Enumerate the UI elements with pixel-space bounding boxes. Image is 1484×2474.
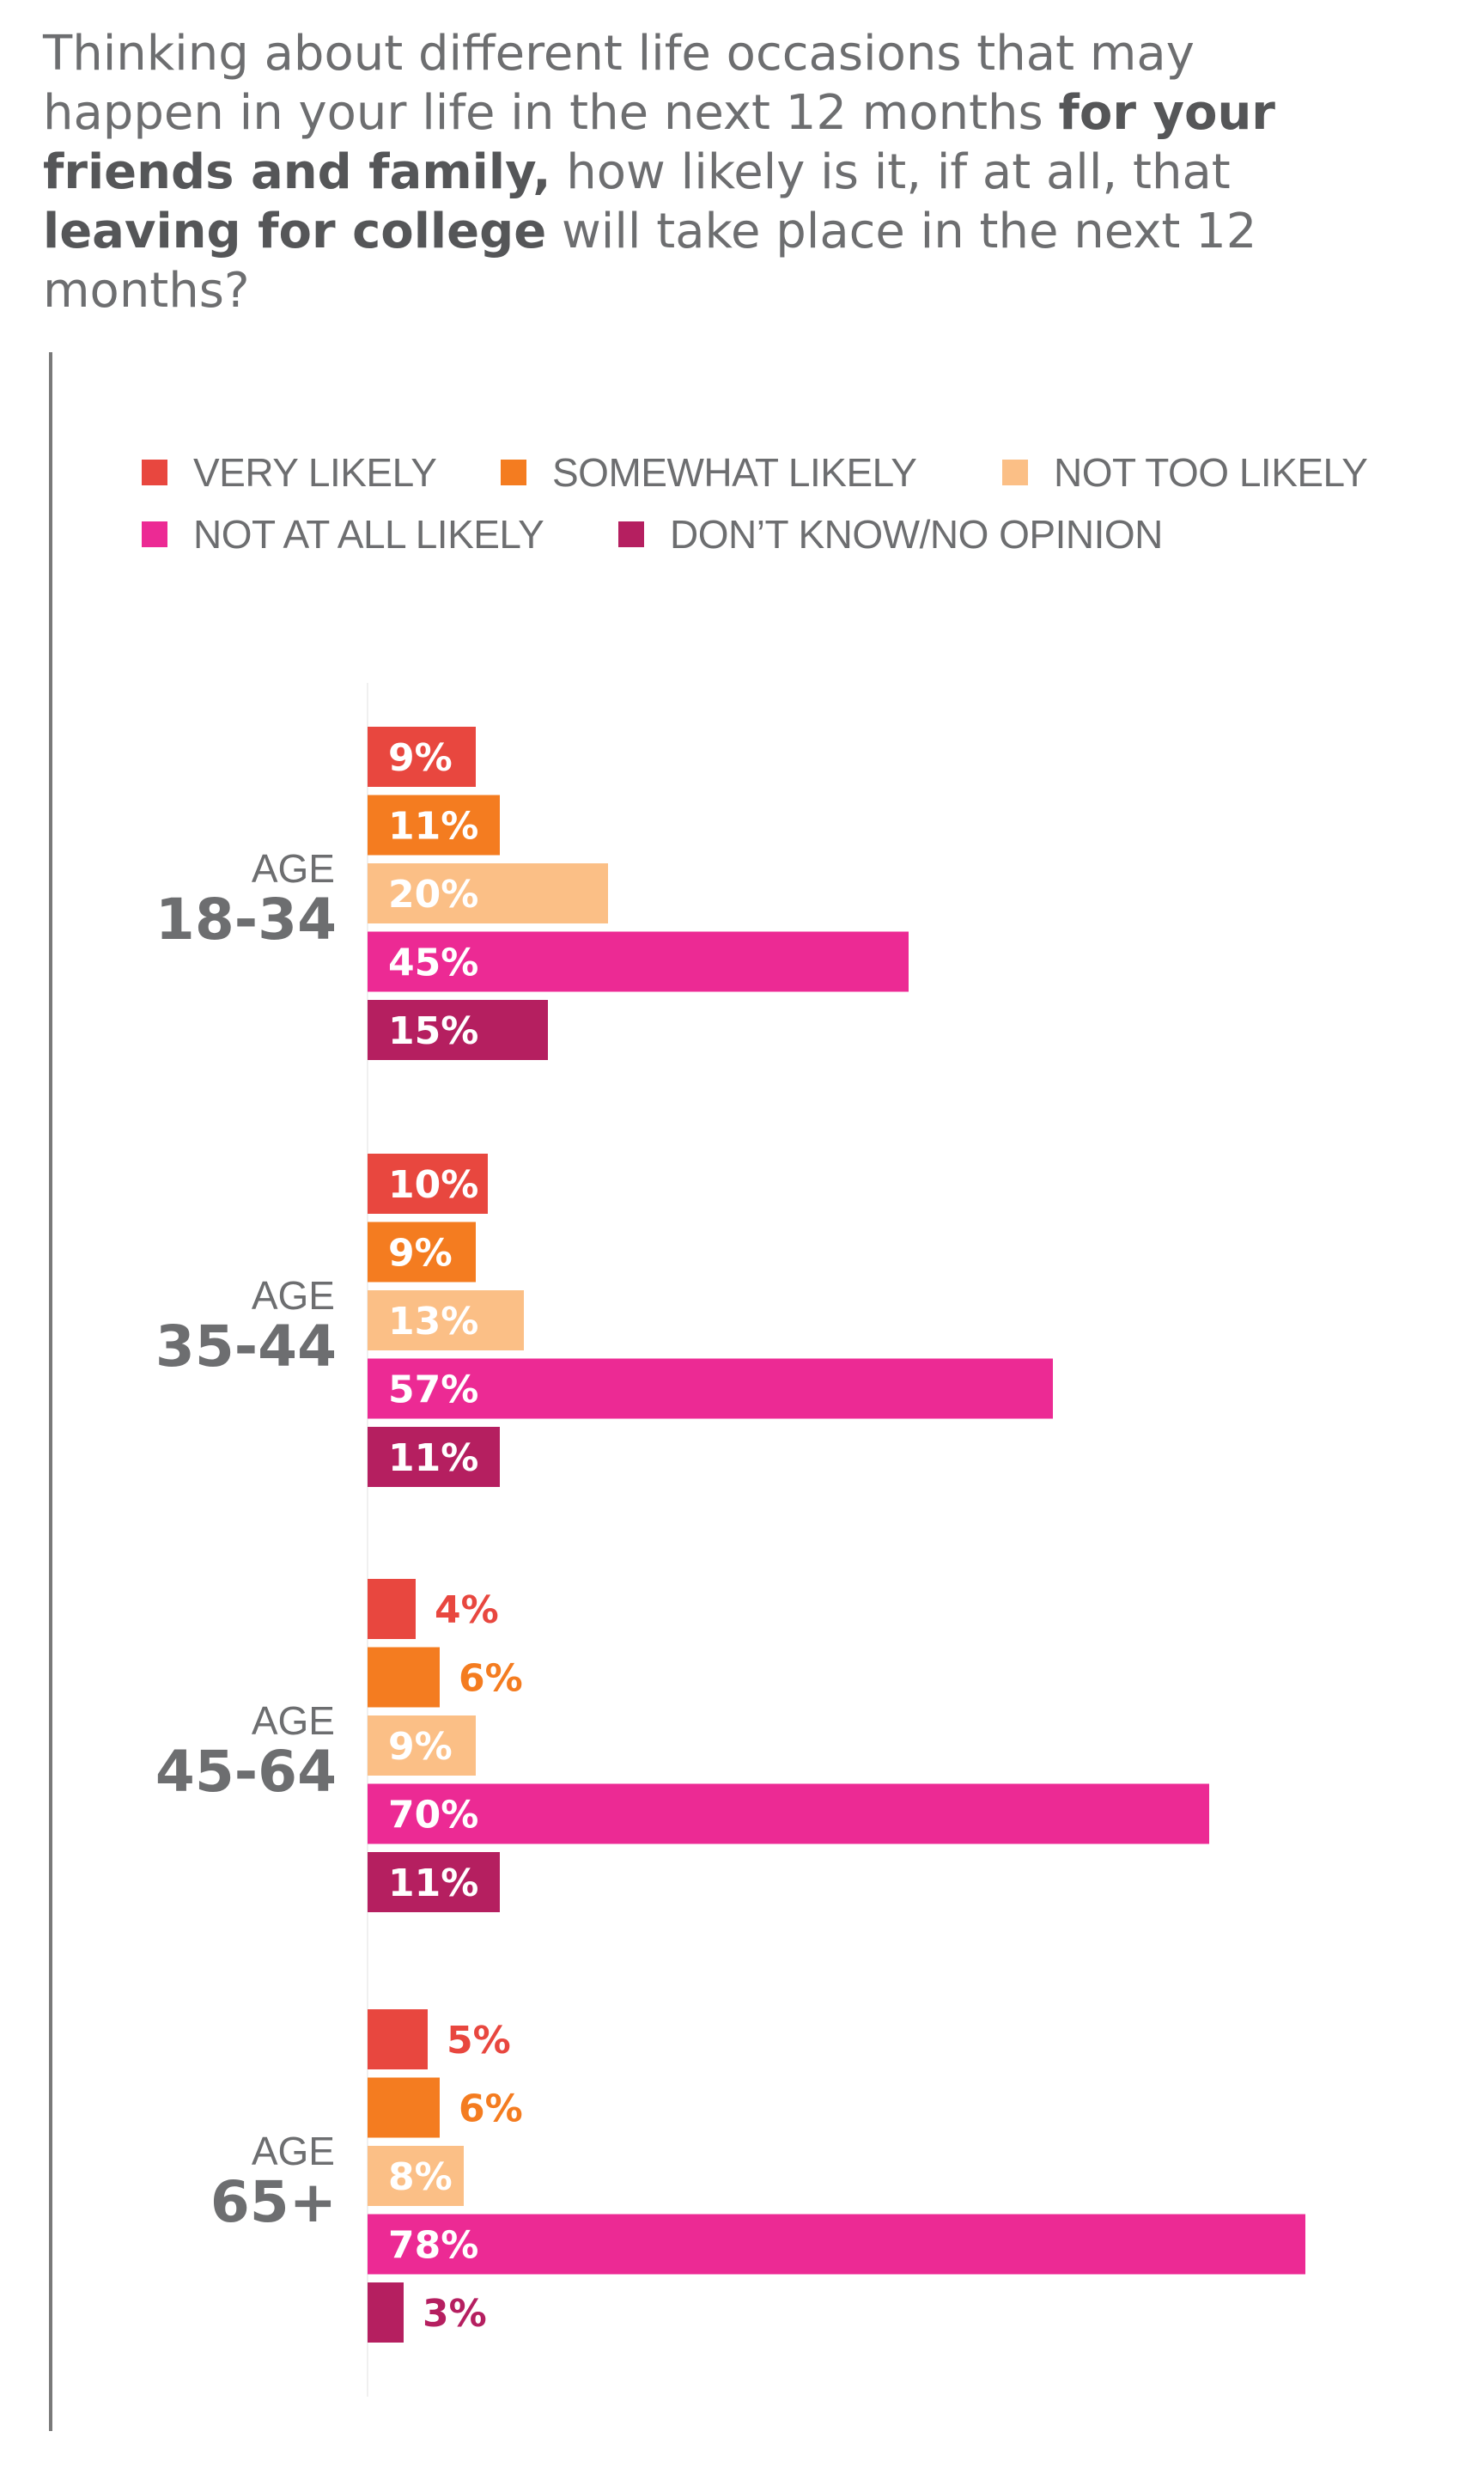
chart-legend: VERY LIKELY SOMEWHAT LIKELY NOT TOO LIKELY… [142,447,1430,584]
bar [368,2282,404,2343]
bar-value-label: 78% [388,2224,478,2268]
bar [368,1000,548,1060]
legend-label: SOMEWHAT LIKELY [552,450,917,495]
legend-swatch [618,521,644,547]
legend-item: VERY LIKELY [142,447,437,498]
legend-swatch [142,521,167,547]
bar-value-label: 11% [388,1436,478,1480]
legend-label: VERY LIKELY [193,450,437,495]
bar [368,2146,464,2206]
bar [368,2077,440,2138]
category-label: 35-44 [155,1313,337,1380]
bar-value-label: 13% [388,1300,478,1344]
left-accent-rule [49,352,52,2431]
bar [368,2009,428,2069]
bar-value-label: 5% [447,2019,511,2063]
bar [368,1647,440,1708]
category-prefix-label: AGE [252,2129,335,2173]
bar-value-label: 9% [388,1232,453,1276]
bar-value-label: 10% [388,1163,478,1207]
bar-value-label: 20% [388,873,478,917]
bar-value-label: 11% [388,1862,478,1905]
bar-value-label: 45% [388,941,478,985]
legend-swatch [1002,460,1028,485]
bar [368,1290,524,1350]
chart-title: Thinking about different life occasions … [43,24,1383,320]
category-label: 18-34 [155,887,337,953]
bar [368,1154,488,1214]
bar-value-label: 15% [388,1009,478,1053]
bar-value-label: 9% [388,736,453,780]
bar [368,795,500,856]
bar-value-label: 57% [388,1368,478,1412]
title-text: will take place in the next 12 months? [43,204,1257,319]
bar [368,1427,500,1487]
bar-value-label: 8% [388,2155,453,2199]
legend-label: DON’T KNOW/NO OPINION [670,512,1163,557]
bar-value-label: 6% [459,2087,523,2131]
bar-value-label: 4% [435,1588,499,1632]
bar-value-label: 11% [388,805,478,849]
category-label: 65+ [210,2169,337,2235]
bar [368,727,476,787]
legend-swatch [142,460,167,485]
bar [368,2214,1305,2275]
legend-label: NOT AT ALL LIKELY [193,512,544,557]
legend-item: SOMEWHAT LIKELY [501,447,917,498]
bar [368,1852,500,1912]
bar [368,863,608,923]
title-text: Thinking about different life occasions … [43,26,1195,141]
legend-swatch [501,460,526,485]
category-prefix-label: AGE [252,1273,335,1318]
legend-item: NOT TOO LIKELY [1002,447,1368,498]
bar-value-label: 3% [423,2292,487,2336]
bar [368,1222,476,1283]
category-prefix-label: AGE [252,1698,335,1743]
bar [368,1579,416,1639]
legend-item: NOT AT ALL LIKELY [142,509,544,560]
category-prefix-label: AGE [252,846,335,891]
category-label: 45-64 [155,1739,337,1805]
title-text: how likely is it, if at all, that [550,144,1231,200]
bar [368,931,909,992]
bar [368,1358,1053,1419]
bar-value-label: 9% [388,1725,453,1769]
bar [368,1715,476,1776]
bar-value-label: 6% [459,1657,523,1701]
bar-value-label: 70% [388,1794,478,1837]
legend-label: NOT TOO LIKELY [1054,450,1368,495]
bar [368,1783,1209,1844]
legend-item: DON’T KNOW/NO OPINION [618,509,1163,560]
title-emphasis: leaving for college [43,204,547,259]
title-emphasis: for your friends and family, [43,85,1275,200]
